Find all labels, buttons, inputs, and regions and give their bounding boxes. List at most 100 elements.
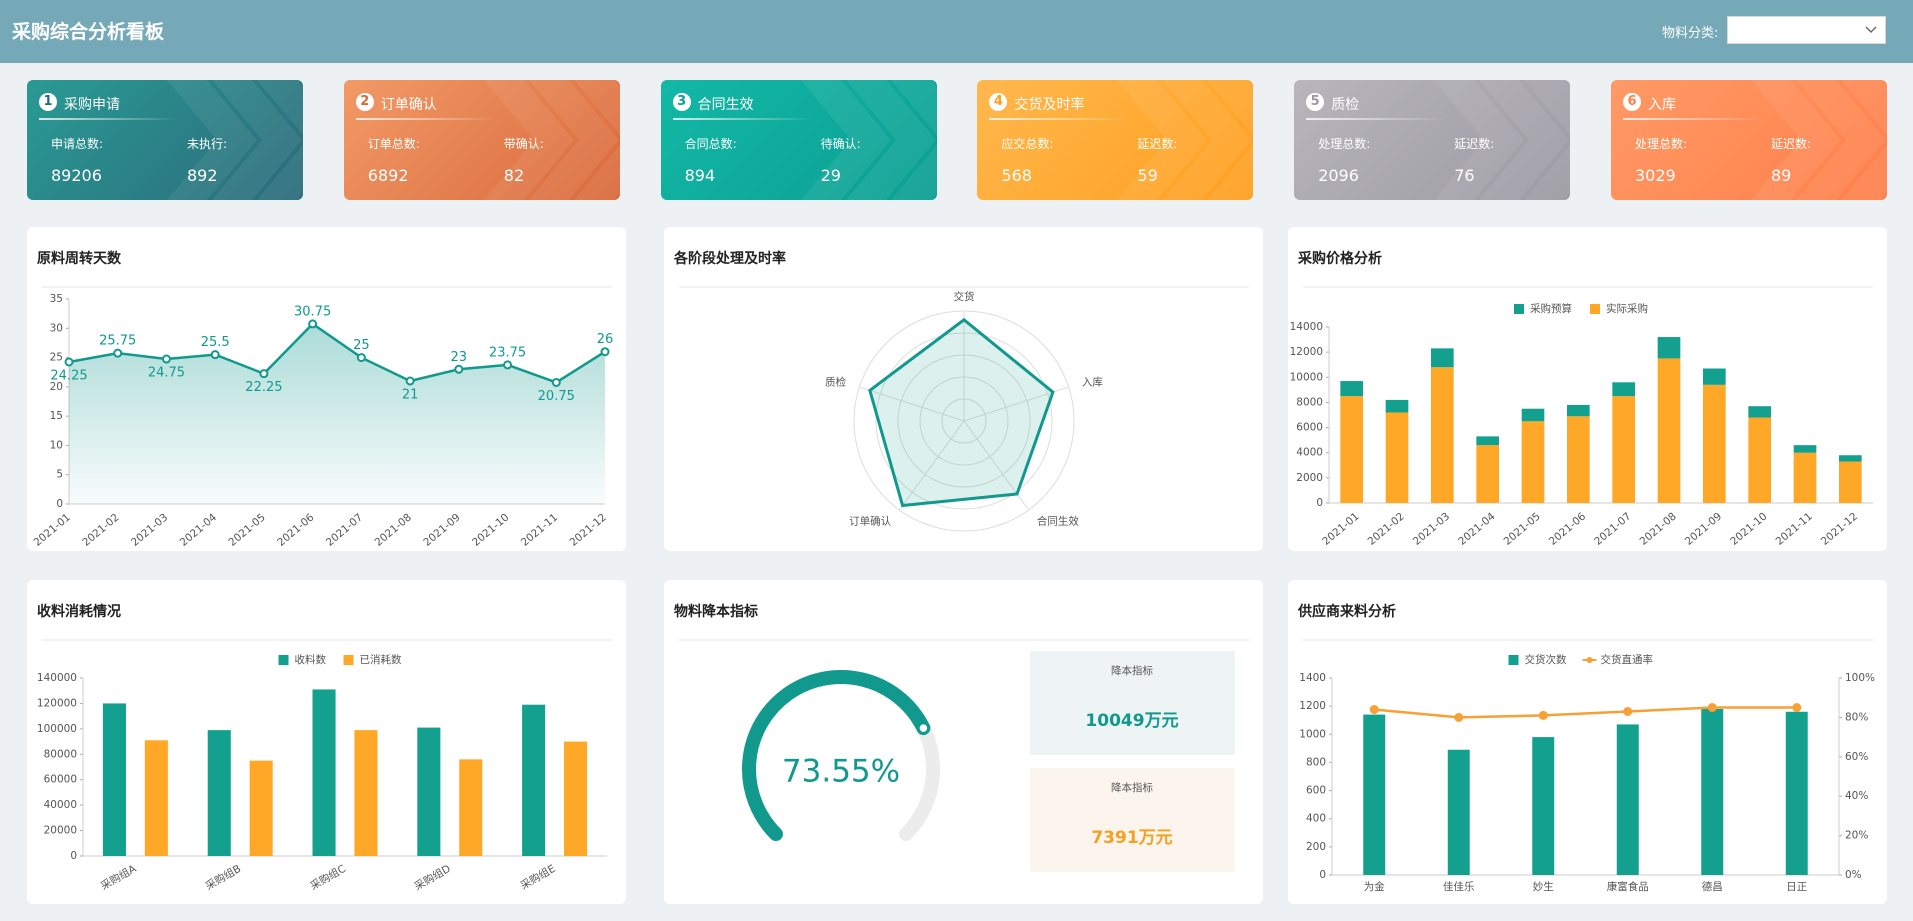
line-point [356, 353, 366, 363]
value-label: 23 [451, 350, 468, 365]
x-tick-label: 采购组B [203, 862, 243, 893]
line-point [551, 377, 561, 387]
chevron-decor [1796, 80, 1886, 200]
y-tick-label: 1200 [1299, 700, 1326, 712]
bar [207, 730, 231, 856]
y-tick-label: 100000 [37, 723, 77, 735]
legend-label: 采购预算 [1530, 302, 1572, 315]
card-decor [1117, 80, 1254, 200]
line-point [161, 354, 171, 364]
legend-swatch-dot [1586, 657, 1593, 663]
value-label: 30.75 [294, 304, 331, 319]
bar [1363, 714, 1386, 875]
bar-segment [1385, 399, 1409, 413]
metric-label: 延迟数: [1137, 137, 1178, 151]
legend-swatch [1514, 304, 1524, 314]
legend-label: 交货直通率 [1601, 653, 1654, 666]
bar-segment [1476, 445, 1499, 503]
kpi-card: 2 订单确认 订单总数: 6892 带确认: 82 [343, 80, 620, 200]
x-tick-label: 康富食品 [1607, 880, 1649, 893]
chevron-decor [483, 80, 574, 200]
x-tick-label: 采购组D [412, 862, 453, 893]
chevron-decor [1841, 80, 1887, 200]
card-title: 交货及时率 [1014, 97, 1085, 113]
step-badge: 6 [1623, 93, 1641, 111]
legend-label: 已消耗数 [360, 653, 402, 666]
y-tick-label: 60000 [44, 774, 77, 786]
metric-value: 2096 [1318, 166, 1359, 185]
chevron-decor [1162, 80, 1253, 200]
x-tick-label: 2021-04 [178, 511, 220, 549]
bar-segment [1567, 404, 1590, 417]
x-tick-label: 2021-01 [1320, 510, 1361, 547]
radar-indicator: 合同生效 [1037, 514, 1079, 527]
metric-label: 延迟数: [1771, 137, 1812, 151]
x-tick-label: 德昌 [1702, 880, 1723, 893]
metric-value: 29 [820, 166, 841, 185]
x-tick-label: 2021-06 [1547, 510, 1589, 548]
y-tick-label: 0 [70, 850, 77, 862]
x-tick-label: 2021-05 [1502, 510, 1543, 547]
bar-segment [1839, 455, 1862, 462]
bar-segment [1703, 384, 1726, 503]
bar [417, 727, 441, 856]
x-tick-label: 日正 [1786, 881, 1807, 893]
metric-value: 892 [187, 166, 218, 185]
line-point [454, 364, 464, 374]
line-point [1707, 703, 1717, 713]
y-tick-label: 0 [1319, 869, 1326, 881]
bar [354, 730, 378, 856]
x-tick-label: 2021-07 [324, 511, 365, 548]
legend-swatch [1508, 655, 1519, 665]
chart-panel: 物料降本指标 73.55% 降本指标 10049万元 降本指标 7391万元 [664, 580, 1263, 904]
chart-title: 采购价格分析 [1297, 250, 1382, 267]
step-badge: 1 [39, 93, 57, 111]
bar [459, 759, 483, 856]
metric-value: 59 [1137, 166, 1158, 185]
bar-segment [1748, 417, 1771, 503]
y-tick-label: 14000 [1290, 321, 1323, 333]
bar [102, 703, 126, 856]
card-decor [1751, 80, 1887, 200]
chevron-decor [257, 80, 303, 200]
chevron-decor [212, 80, 302, 200]
title-underline [989, 118, 1130, 120]
legend-label: 交货次数 [1525, 653, 1567, 666]
line-point [113, 348, 123, 358]
x-tick-label: 2021-10 [1728, 510, 1769, 547]
chart-title: 供应商来料分析 [1297, 603, 1396, 620]
x-tick-label: 2021-11 [1774, 510, 1815, 547]
value-label: 25.75 [99, 334, 136, 349]
card-title: 质检 [1331, 97, 1360, 113]
radar-indicator: 入库 [1082, 376, 1103, 389]
line-point [1623, 706, 1633, 716]
chart-title: 各阶段处理及时率 [673, 250, 786, 267]
line-point [600, 347, 610, 357]
y-tick-label: 800 [1306, 756, 1326, 768]
x-tick-label: 2021-10 [470, 511, 511, 548]
x-tick-label: 妙生 [1533, 880, 1554, 893]
x-tick-label: 采购组A [98, 862, 139, 893]
filter-select[interactable] [1727, 16, 1886, 44]
select-chevron [1865, 26, 1877, 33]
step-badge: 4 [989, 93, 1008, 111]
line-point [259, 369, 269, 379]
y-tick-label: 1000 [1299, 728, 1326, 740]
bar-segment [1839, 461, 1862, 503]
value-label: 23.75 [489, 345, 526, 360]
metric-label: 延迟数: [1454, 137, 1495, 151]
value-label: 25 [353, 338, 370, 353]
value-label: 26 [597, 332, 614, 347]
y-tick-label: 140000 [37, 672, 77, 684]
y-tick-label: 12000 [1290, 346, 1323, 358]
chevron-decor [1207, 80, 1254, 200]
bar-segment [1431, 367, 1454, 503]
line-point [1369, 705, 1379, 715]
bar [1701, 708, 1724, 875]
chevron-decor [1479, 80, 1570, 200]
bar [1616, 724, 1639, 875]
bar-segment [1703, 368, 1726, 385]
bar-segment [1340, 381, 1363, 397]
title-underline [672, 118, 813, 120]
